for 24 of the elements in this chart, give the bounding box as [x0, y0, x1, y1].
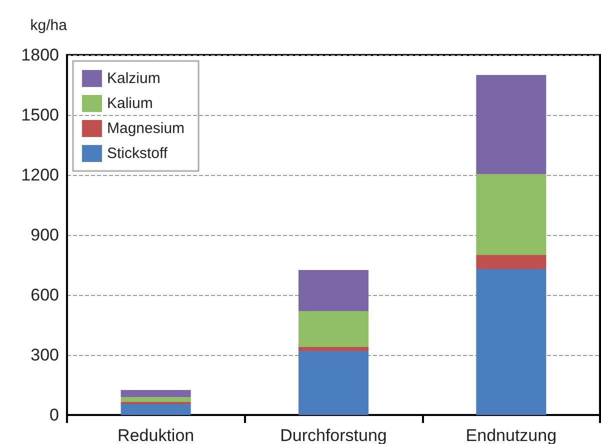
bar [298, 270, 368, 311]
y-tick-label: 300 [30, 346, 59, 364]
legend-label: Kalium [107, 95, 153, 112]
bar [298, 311, 368, 347]
bar [120, 390, 191, 397]
bar [476, 255, 546, 269]
bar [476, 174, 546, 255]
x-tick-label: Reduktion [118, 426, 194, 444]
y-tick-label: 1500 [21, 106, 59, 124]
bar [476, 75, 546, 174]
bar [120, 397, 191, 402]
legend-label: Kalzium [107, 70, 160, 87]
y-tick-label: 1800 [21, 46, 59, 64]
bar [120, 404, 191, 415]
bar [298, 351, 368, 415]
y-axis-title: kg/ha [30, 17, 68, 34]
legend-label: Stickstoff [107, 145, 168, 162]
bar [298, 347, 368, 351]
y-tick-label: 600 [30, 286, 59, 304]
legend-label: Magnesium [107, 120, 185, 137]
y-tick-label: 1200 [21, 166, 59, 184]
bar [476, 269, 546, 415]
y-tick-label: 0 [50, 406, 59, 424]
y-tick-label: 900 [30, 226, 59, 244]
